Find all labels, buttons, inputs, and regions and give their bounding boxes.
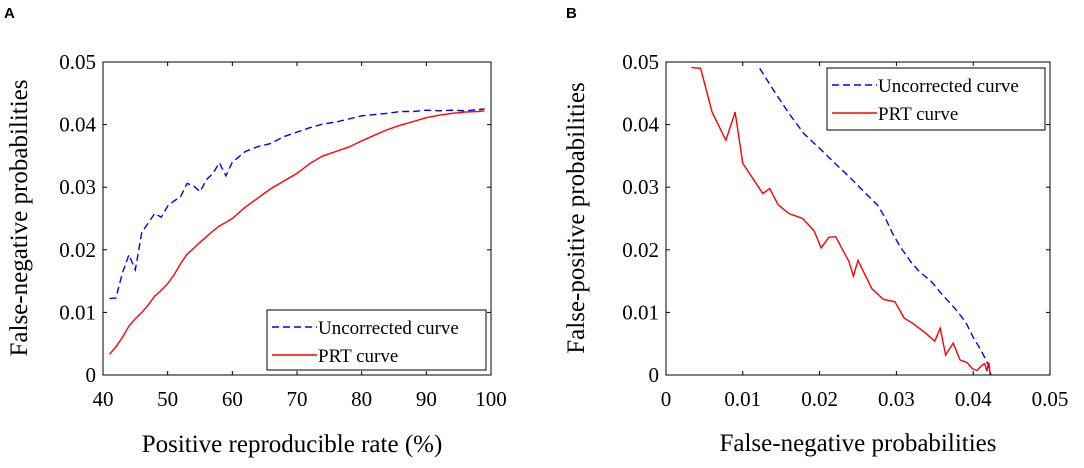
legend-label: PRT curve: [878, 104, 958, 125]
series-line-uncorrected: [109, 108, 485, 300]
axes-box: [665, 61, 1051, 376]
y-tick-label: 0.01: [59, 300, 96, 324]
chart-b: 0 0.01 0.02 0.03 0.04 0.05 0 0.01 0.02 0.03 0.04 0.…: [563, 50, 1068, 457]
x-tick-label: 70: [287, 387, 308, 411]
y-tick-label: 0.04: [59, 113, 96, 137]
x-tick-label: 0.02: [801, 387, 838, 411]
legend-box: [826, 67, 1046, 131]
y-tick-label: 0.03: [59, 175, 96, 199]
x-tick-label: 40: [93, 387, 114, 411]
panel-letter-b: B: [566, 5, 577, 22]
y-tick-label: 0: [649, 363, 660, 387]
series-line-uncorrected: [759, 67, 992, 375]
chart-a: 40 50 60 70 80 90 100 0 0.01 0.02 0.03 0.04 0.05 Posi…: [6, 50, 507, 458]
y-tick-label: 0: [86, 363, 97, 387]
series-line-prt: [691, 66, 991, 375]
x-tick-label: 80: [351, 387, 372, 411]
y-axis-label: False-negative probabilities: [6, 79, 33, 356]
x-tick-label: 100: [475, 387, 507, 411]
legend-label: Uncorrected curve: [878, 76, 1019, 97]
y-tick-label: 0.05: [59, 50, 96, 74]
y-tick-label: 0.02: [622, 238, 659, 262]
y-tick-label: 0.05: [622, 50, 659, 74]
x-axis-label: Positive reproducible rate (%): [142, 431, 443, 458]
y-axis-label: False-positive probabilities: [563, 82, 590, 353]
x-tick-label: 90: [416, 387, 437, 411]
legend-box: [266, 309, 487, 371]
x-tick-label: 0.04: [955, 387, 992, 411]
y-tick-label: 0.01: [622, 300, 659, 324]
y-tick-label: 0.03: [622, 175, 659, 199]
y-tick-label: 0.02: [59, 238, 96, 262]
legend-label: PRT curve: [318, 346, 398, 367]
series-line-prt: [108, 110, 485, 355]
legend-label: Uncorrected curve: [318, 318, 459, 339]
y-tick-label: 0.04: [622, 113, 659, 137]
x-axis-label: False-negative probabilities: [719, 430, 996, 457]
x-tick-label: 60: [222, 387, 243, 411]
x-tick-label: 0.05: [1032, 387, 1069, 411]
x-tick-label: 0.03: [878, 387, 915, 411]
x-tick-label: 0.01: [724, 387, 761, 411]
x-tick-label: 0: [661, 387, 672, 411]
x-tick-label: 50: [157, 387, 178, 411]
panel-letter-a: A: [4, 5, 15, 22]
